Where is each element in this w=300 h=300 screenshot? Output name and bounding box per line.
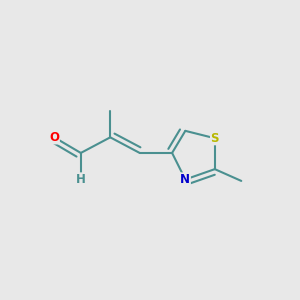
Text: S: S bbox=[211, 132, 219, 145]
Text: O: O bbox=[49, 131, 59, 144]
Text: N: N bbox=[180, 173, 190, 186]
Text: H: H bbox=[76, 173, 86, 186]
